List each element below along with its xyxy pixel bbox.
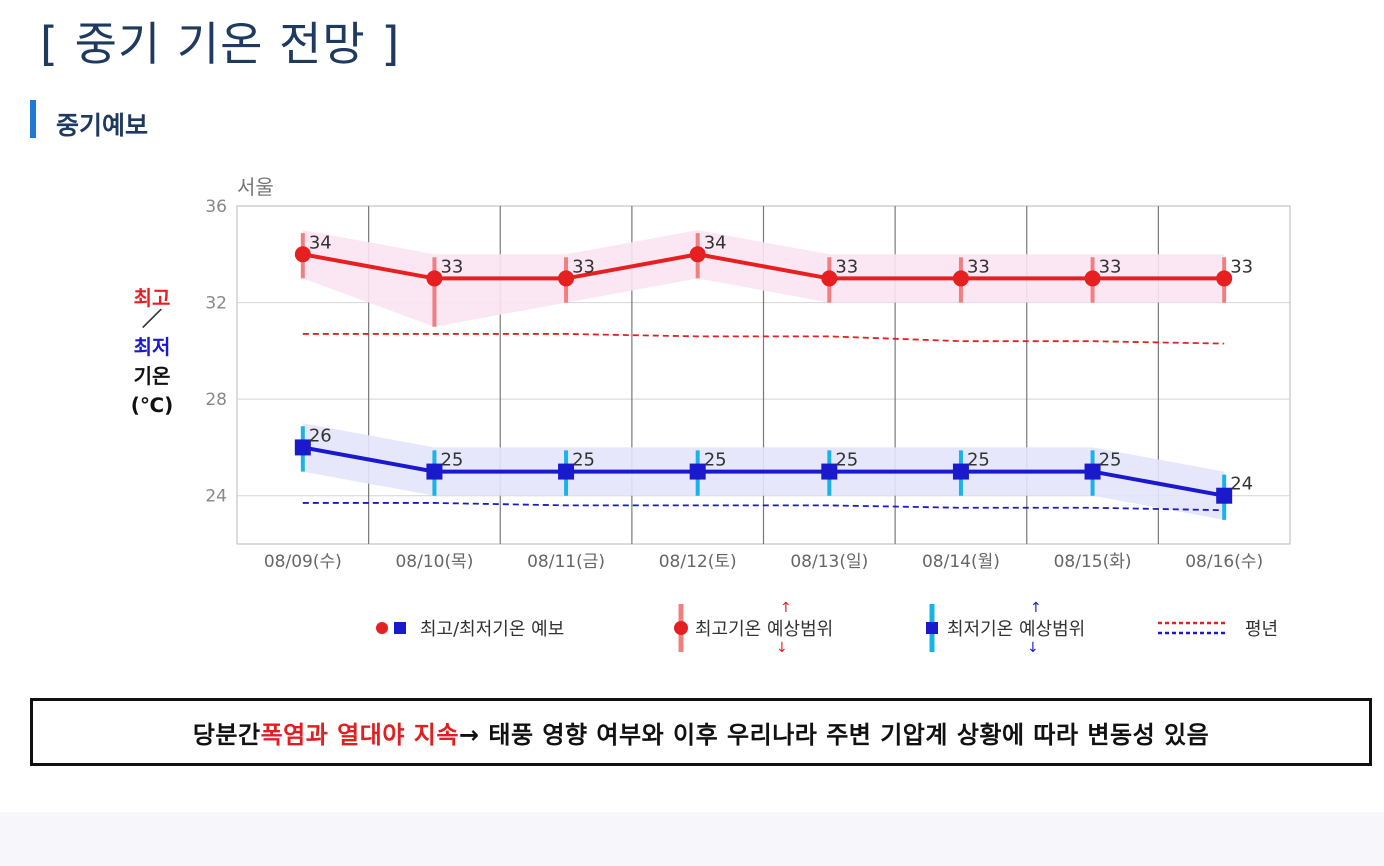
temperature-chart: 24 28 32 36 08/09(수) 08/10(목) 08/11(금) 08/12(토)…	[131, 175, 1291, 656]
arrow-up-icon: ↑	[780, 600, 792, 616]
min-temp-point	[558, 463, 575, 480]
max-temp-label: 34	[704, 232, 727, 253]
y-tick-label: 28	[205, 390, 227, 410]
legend-label-min-range: 최저기온 예상범위	[947, 619, 1085, 640]
arrow-down-icon: ↓	[776, 640, 788, 656]
legend-label-max-range: 최고기온 예상범위	[695, 619, 833, 640]
y-tick-label: 32	[205, 294, 227, 314]
summary-prefix: 당분간	[192, 720, 261, 749]
max-temp-point	[426, 270, 443, 287]
max-temp-point	[294, 246, 311, 263]
legend-min-range-marker	[926, 622, 938, 634]
x-tick-label: 08/11(금)	[527, 552, 605, 572]
legend-max-marker	[376, 622, 388, 634]
x-tick-label: 08/10(목)	[395, 552, 473, 572]
page-title: [ 중기 기온 전망 ]	[40, 17, 401, 71]
y-axis-label: ／	[142, 307, 162, 331]
normal-min-line	[302, 502, 1225, 512]
max-temp-line	[302, 252, 1225, 281]
max-temp-point	[821, 270, 838, 287]
max-temp-label: 33	[1230, 256, 1253, 277]
summary-suffix: → 태풍 영향 여부와 이후 우리나라 주변 기압계 상황에 따라 변동성 있음	[458, 720, 1210, 749]
legend-min-marker	[394, 622, 406, 634]
min-temp-label: 25	[704, 450, 727, 471]
min-temp-label: 24	[1230, 474, 1253, 495]
max-temp-label: 34	[309, 232, 332, 253]
max-temp-label: 33	[967, 256, 990, 277]
min-temp-label: 26	[309, 425, 332, 446]
max-temp-point	[1216, 270, 1233, 287]
max-temp-label: 33	[835, 256, 858, 277]
legend-max-range-marker	[674, 621, 688, 635]
x-tick-label: 08/16(수)	[1185, 552, 1263, 572]
max-temp-point	[1084, 270, 1101, 287]
max-temp-label: 33	[440, 256, 463, 277]
section-marker	[30, 100, 36, 138]
legend-label-normal: 평년	[1245, 619, 1278, 640]
min-temp-point	[1216, 487, 1233, 504]
y-axis-label: 기온	[134, 364, 171, 388]
max-temp-point	[558, 270, 575, 287]
min-temp-label: 25	[572, 450, 595, 471]
min-temp-line	[302, 445, 1225, 498]
y-axis-label: 최고	[134, 286, 171, 310]
min-temp-label: 25	[967, 450, 990, 471]
y-tick-label: 24	[205, 487, 227, 507]
min-temp-point	[294, 439, 311, 456]
section-title: 중기예보	[56, 111, 149, 140]
min-temp-point	[1084, 463, 1101, 480]
min-temp-point	[426, 463, 443, 480]
min-temp-point	[952, 463, 969, 480]
arrow-down-icon: ↓	[1027, 640, 1039, 656]
x-tick-label: 08/14(월)	[922, 552, 1000, 572]
summary-highlight: 폭염과 열대야 지속	[260, 720, 459, 749]
arrow-up-icon: ↑	[1030, 600, 1042, 616]
min-temp-label: 25	[835, 450, 858, 471]
x-tick-label: 08/09(수)	[264, 552, 342, 572]
max-temp-point	[689, 246, 706, 263]
normal-max-line	[302, 333, 1225, 345]
y-axis-label: (℃)	[131, 393, 174, 417]
min-temp-point	[821, 463, 838, 480]
summary-box: 당분간 폭염과 열대야 지속 → 태풍 영향 여부와 이후 우리나라 주변 기압…	[30, 698, 1372, 766]
max-temp-point	[952, 270, 969, 287]
bottom-band	[0, 812, 1384, 866]
x-tick-label: 08/12(토)	[659, 552, 737, 572]
min-temp-point	[689, 463, 706, 480]
y-tick-label: 36	[205, 197, 227, 217]
max-temp-label: 33	[1099, 256, 1122, 277]
chart-title: 서울	[237, 175, 274, 199]
max-range-band	[302, 230, 1225, 327]
legend-label-forecast: 최고/최저기온 예보	[420, 619, 564, 640]
max-temp-label: 33	[572, 256, 595, 277]
x-tick-label: 08/13(일)	[790, 552, 868, 572]
y-axis-label: 최저	[134, 335, 171, 359]
min-temp-label: 25	[440, 450, 463, 471]
x-tick-label: 08/15(화)	[1054, 552, 1132, 572]
min-temp-label: 25	[1099, 450, 1122, 471]
